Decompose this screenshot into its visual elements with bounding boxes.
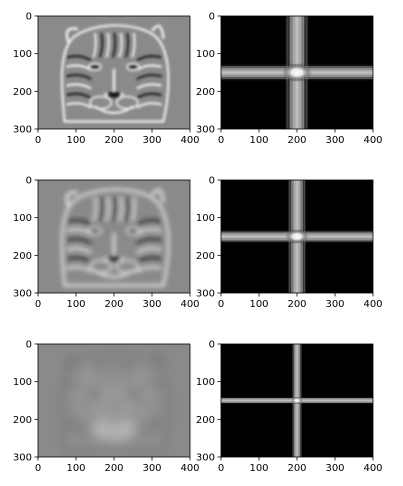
y-tick-label: 300: [196, 289, 215, 300]
x-tick-label: 300: [142, 299, 161, 310]
x-tick-label: 100: [249, 135, 268, 146]
x-tick-label: 0: [35, 299, 41, 310]
x-tick-label: 300: [325, 135, 344, 146]
x-tick-label: 200: [287, 135, 306, 146]
spectrum-image-6: [221, 344, 373, 457]
y-tick-label: 100: [196, 377, 215, 388]
x-tick-label: 200: [287, 463, 306, 474]
tiger-image-5: [62, 353, 168, 449]
y-tick-label: 200: [196, 251, 215, 262]
y-tick-label: 100: [13, 49, 32, 60]
x-tick-label: 100: [66, 135, 85, 146]
x-tick-label: 0: [35, 463, 41, 474]
y-tick-label: 200: [13, 415, 32, 426]
x-tick-label: 400: [180, 299, 199, 310]
y-tick-label: 100: [196, 213, 215, 224]
x-tick-label: 100: [249, 463, 268, 474]
subplot-2: 0 100 200 300 400 0 100 200 300: [196, 12, 383, 147]
x-tick-label: 0: [218, 135, 224, 146]
y-tick-label: 300: [196, 453, 215, 464]
x-tick-label: 0: [218, 463, 224, 474]
spectrum-image-2: [221, 16, 373, 129]
y-tick-label: 200: [13, 87, 32, 98]
x-tick-label: 200: [104, 135, 123, 146]
x-tick-label: 300: [325, 299, 344, 310]
x-tick-label: 300: [325, 463, 344, 474]
x-tick-label: 200: [104, 299, 123, 310]
y-tick-label: 0: [26, 176, 32, 187]
x-tick-label: 200: [287, 299, 306, 310]
y-tick-label: 200: [13, 251, 32, 262]
y-tick-label: 300: [196, 125, 215, 136]
x-tick-label: 400: [363, 463, 382, 474]
x-tick-label: 400: [363, 299, 382, 310]
x-tick-label: 100: [66, 299, 85, 310]
x-tick-label: 100: [66, 463, 85, 474]
y-tick-label: 200: [196, 87, 215, 98]
y-tick-label: 300: [13, 453, 32, 464]
subplot-4: 0 100 200 300 400 0 100 200 300: [196, 176, 383, 311]
x-tick-label: 400: [180, 463, 199, 474]
x-tick-label: 200: [104, 463, 123, 474]
x-tick-label: 400: [363, 135, 382, 146]
subplot-3: 0 100 200 300 400 0 100 200 300: [13, 176, 200, 311]
x-tick-label: 0: [35, 135, 41, 146]
y-tick-label: 0: [26, 12, 32, 23]
y-tick-label: 300: [13, 125, 32, 136]
spectrum-image-4: [221, 180, 373, 293]
y-tick-label: 0: [209, 12, 215, 23]
y-tick-label: 100: [13, 377, 32, 388]
subplot-1: 0 100 200 300 400 0 100 200 300: [13, 12, 200, 147]
y-tick-label: 0: [209, 176, 215, 187]
y-tick-label: 0: [26, 340, 32, 351]
y-tick-label: 100: [13, 213, 32, 224]
x-tick-label: 100: [249, 299, 268, 310]
x-tick-label: 0: [218, 299, 224, 310]
subplot-6: 0 100 200 300 400 0 100 200 300: [196, 340, 383, 475]
y-tick-label: 200: [196, 415, 215, 426]
x-tick-label: 300: [142, 135, 161, 146]
y-tick-label: 100: [196, 49, 215, 60]
subplot-5: 0 100 200 300 400 0 100 200 300: [13, 340, 200, 475]
x-tick-label: 300: [142, 463, 161, 474]
x-tick-label: 400: [180, 135, 199, 146]
y-tick-label: 0: [209, 340, 215, 351]
y-tick-label: 300: [13, 289, 32, 300]
